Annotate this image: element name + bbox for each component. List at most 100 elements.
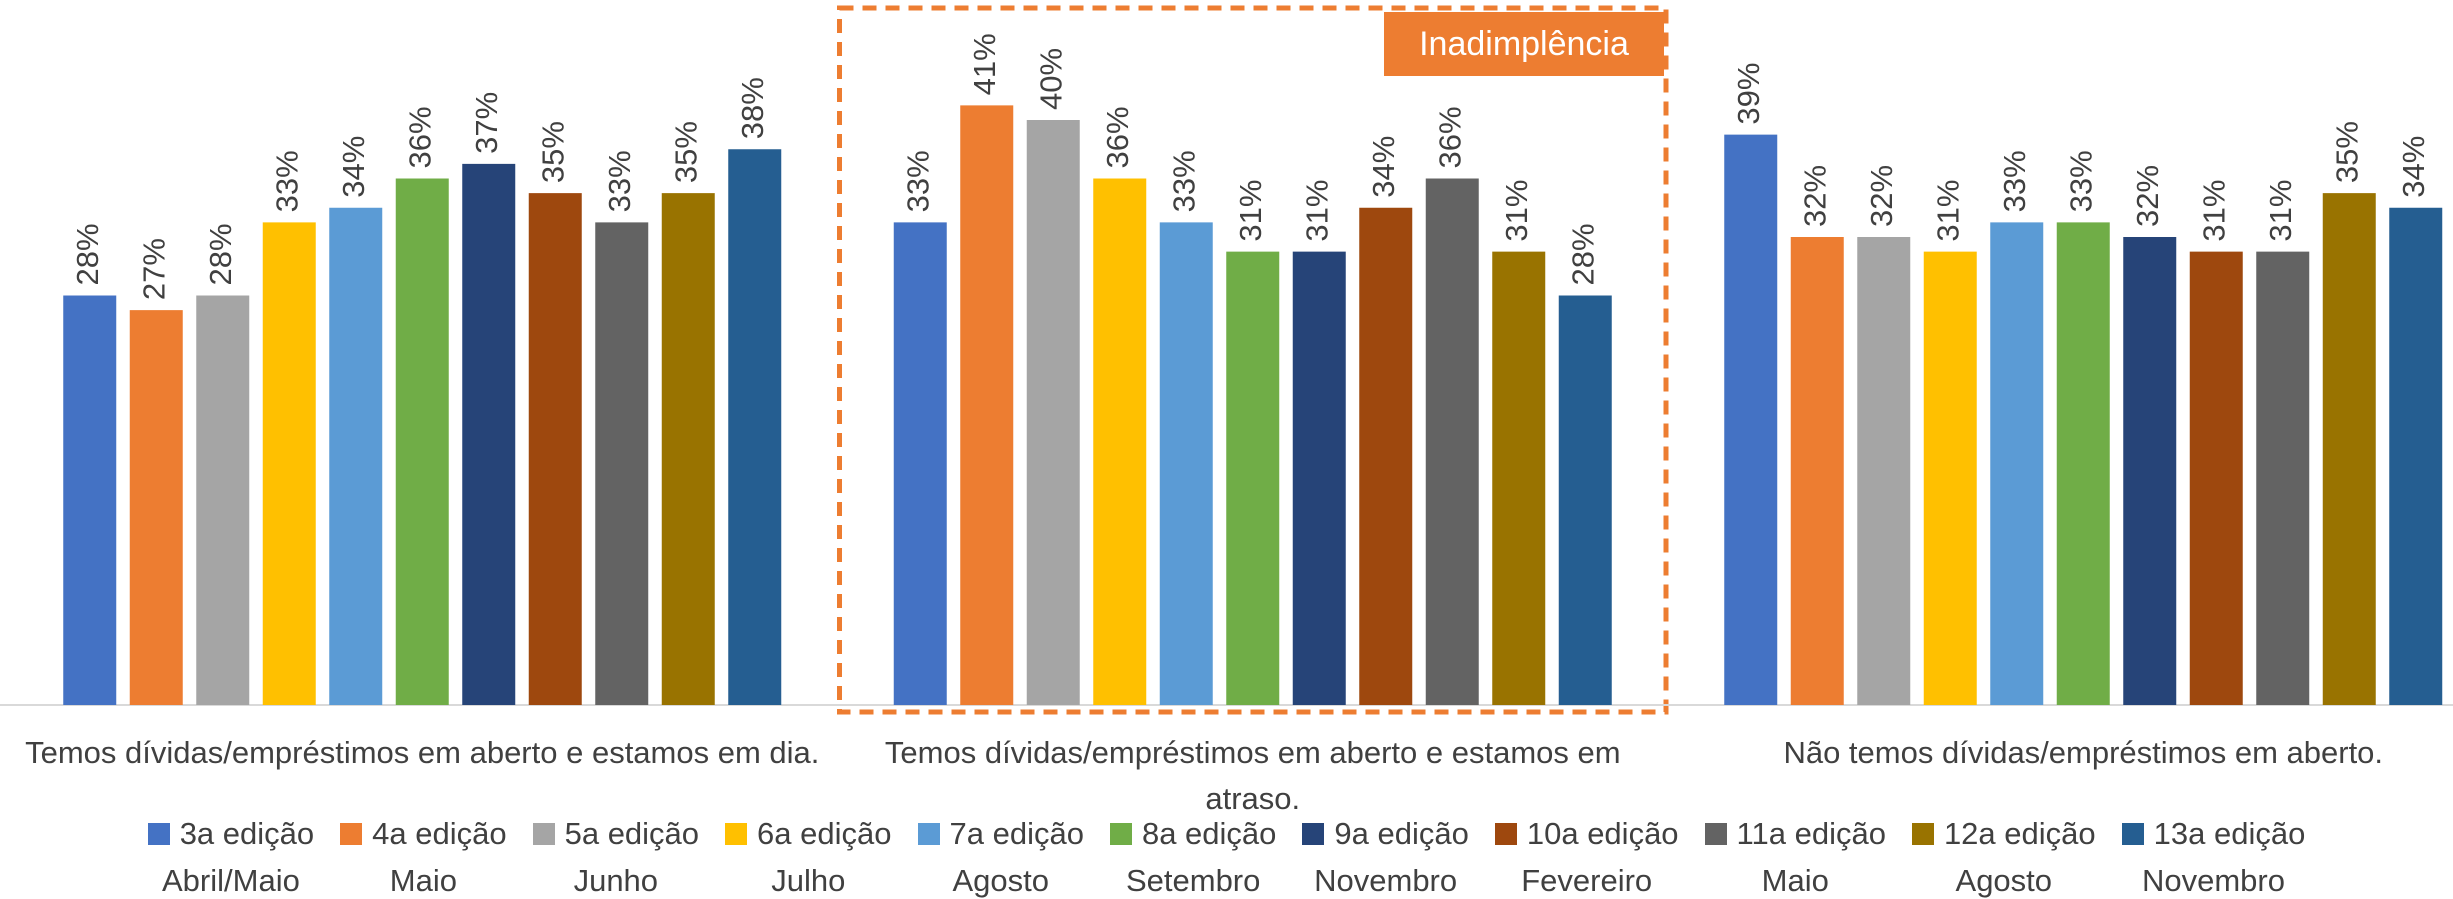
legend-swatch <box>532 822 555 845</box>
data-label: 41% <box>967 33 1002 95</box>
data-label: 34% <box>1366 136 1401 198</box>
legend-item: 9a edição Novembro <box>1302 810 1469 899</box>
bar <box>395 178 449 705</box>
data-label: 33% <box>602 150 637 212</box>
data-label: 31% <box>1299 180 1334 242</box>
bar <box>2123 237 2177 705</box>
data-label: 36% <box>402 106 437 168</box>
data-label: 35% <box>668 121 703 183</box>
data-label: 31% <box>1233 180 1268 242</box>
bar <box>1492 251 1546 705</box>
bar <box>2256 251 2310 705</box>
legend-row: 5a edição <box>532 810 699 857</box>
legend-label: 10a edição <box>1526 816 1679 851</box>
legend-row: 8a edição <box>1109 810 1276 857</box>
legend-period: Maio <box>389 863 457 898</box>
bar <box>63 295 117 705</box>
legend-swatch <box>1302 822 1325 845</box>
legend-item: 8a edição Setembro <box>1109 810 1276 899</box>
legend-period: Agosto <box>1955 863 2053 898</box>
legend-row: 9a edição <box>1302 810 1469 857</box>
x-tick-label: Temos dívidas/empréstimos em aberto e es… <box>25 735 820 770</box>
legend-row: 6a edição <box>725 810 892 857</box>
bar <box>1093 178 1147 705</box>
bar <box>1292 251 1346 705</box>
legend-row: 10a edição <box>1494 810 1679 857</box>
legend-item: 10a edição Fevereiro <box>1494 810 1679 899</box>
data-label: 31% <box>2196 180 2231 242</box>
data-label: 37% <box>469 92 504 154</box>
bar <box>1790 237 1844 705</box>
legend-row: 12a edição <box>1911 810 2096 857</box>
bar <box>728 149 782 705</box>
data-label: 35% <box>535 121 570 183</box>
legend-label: 7a edição <box>949 816 1084 851</box>
legend-period: Abril/Maio <box>162 863 300 898</box>
bar <box>2056 222 2110 705</box>
legend-period: Novembro <box>1314 863 1458 898</box>
bar <box>2389 207 2443 705</box>
bar <box>1226 251 1280 705</box>
bar <box>1923 251 1977 705</box>
bar <box>1159 222 1213 705</box>
highlight-label: Inadimplência <box>1384 12 1664 76</box>
data-label: 28% <box>1565 223 1600 285</box>
legend-swatch <box>725 822 748 845</box>
legend-row: 13a edição <box>2121 810 2305 857</box>
bar <box>1026 120 1080 705</box>
data-label: 33% <box>900 150 935 212</box>
legend-swatch <box>2121 822 2144 845</box>
bar <box>1724 134 1778 705</box>
bar <box>1359 207 1413 705</box>
x-tick-label: Temos dívidas/empréstimos em aberto e es… <box>884 735 1621 816</box>
legend-swatch <box>917 822 940 845</box>
legend-item: 6a edição Julho <box>725 810 892 899</box>
data-label: 34% <box>336 136 371 198</box>
bar <box>196 295 250 705</box>
data-label: 33% <box>269 150 304 212</box>
legend-period: Junho <box>573 863 659 898</box>
legend-row: 3a edição <box>147 810 315 857</box>
data-label: 31% <box>1930 180 1965 242</box>
legend-item: 12a edição Agosto <box>1911 810 2096 899</box>
legend-period: Julho <box>771 863 846 898</box>
legend-swatch <box>340 822 363 845</box>
data-label: 33% <box>1997 150 2032 212</box>
data-label: 32% <box>1797 165 1832 227</box>
legend-swatch <box>1911 822 1934 845</box>
bar <box>1857 237 1911 705</box>
data-label: 35% <box>2329 121 2364 183</box>
data-label: 28% <box>70 223 105 285</box>
data-label: 31% <box>1499 180 1534 242</box>
legend-period: Agosto <box>952 863 1049 898</box>
bar <box>893 222 947 705</box>
legend-row: 4a edição <box>340 810 507 857</box>
legend-period: Fevereiro <box>1521 863 1653 898</box>
data-label: 33% <box>1166 150 1201 212</box>
legend-label: 9a edição <box>1334 816 1469 851</box>
legend-item: 11a edição Maio <box>1704 810 1886 899</box>
bar <box>2189 251 2243 705</box>
legend-period: Maio <box>1761 863 1829 898</box>
legend-item: 4a edição Maio <box>340 810 507 899</box>
legend-item: 7a edição Agosto <box>917 810 1084 899</box>
bar <box>462 163 516 705</box>
data-label: 33% <box>2063 150 2098 212</box>
bar <box>528 193 582 705</box>
legend-swatch <box>1704 822 1727 845</box>
bar <box>661 193 715 705</box>
legend-item: 3a edição Abril/Maio <box>147 810 315 899</box>
bar <box>2322 193 2376 705</box>
data-label: 40% <box>1033 48 1068 110</box>
legend-period: Setembro <box>1125 863 1261 898</box>
data-label: 27% <box>136 238 171 300</box>
data-label: 36% <box>1432 106 1467 168</box>
bar <box>129 310 183 705</box>
data-label: 31% <box>2263 180 2298 242</box>
legend-label: 3a edição <box>179 816 315 851</box>
legend-item: 5a edição Junho <box>532 810 699 899</box>
data-label: 38% <box>735 77 770 139</box>
legend-swatch <box>1109 822 1132 845</box>
